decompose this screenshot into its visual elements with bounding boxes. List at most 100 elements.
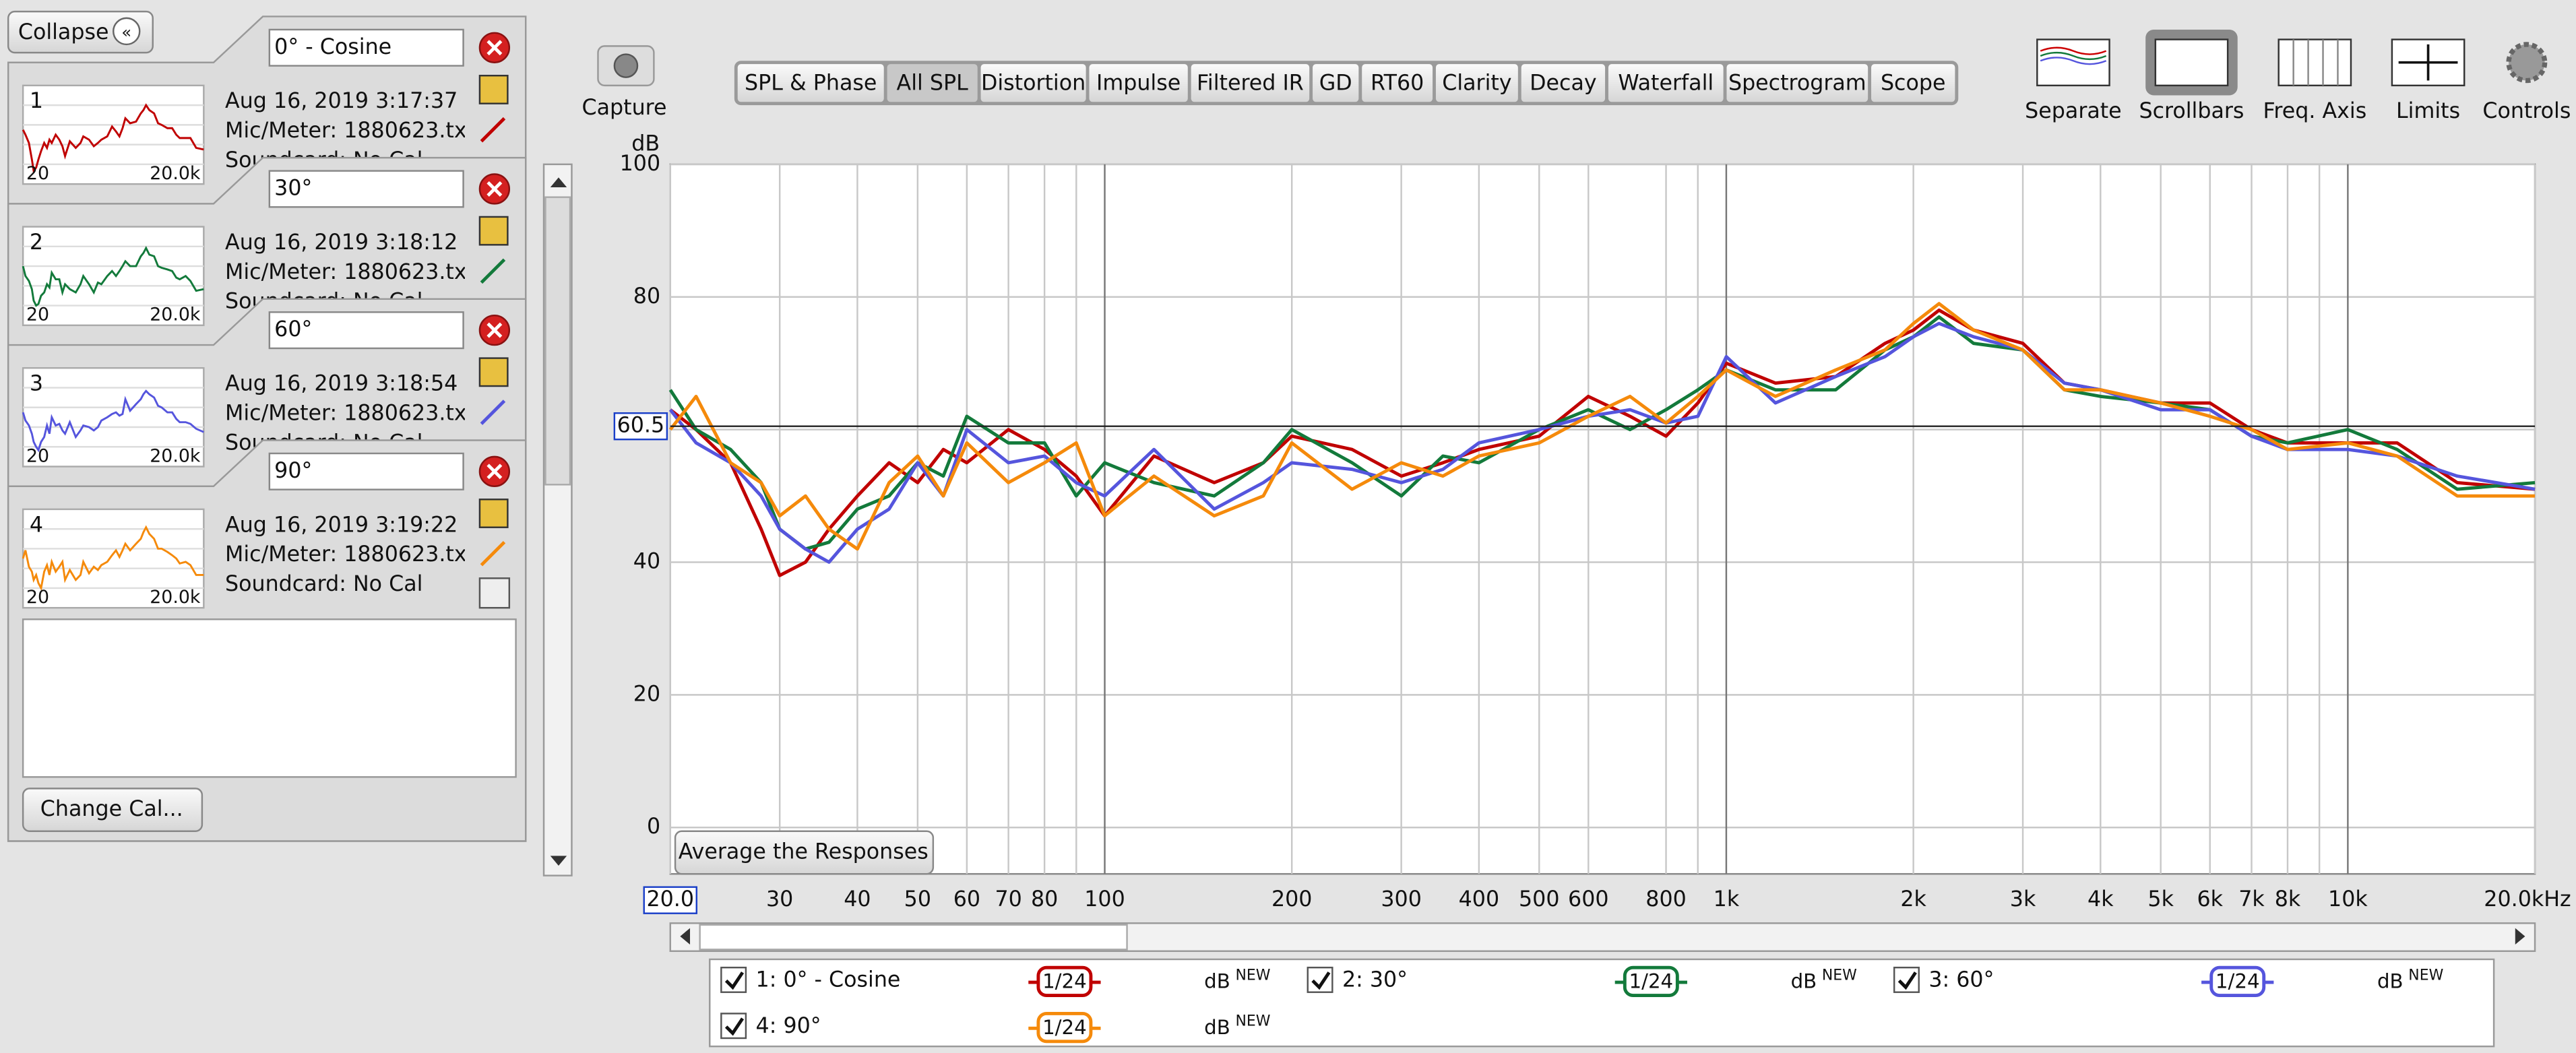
measurement-date: Aug 16, 2019 3:19:22 PM bbox=[225, 513, 496, 537]
button-label: Freq. Axis bbox=[2263, 99, 2366, 123]
legend-check bbox=[724, 1017, 745, 1036]
button-icon[interactable] bbox=[2036, 38, 2110, 87]
change-cal-button[interactable] bbox=[22, 788, 203, 832]
scroll-up bbox=[550, 177, 567, 188]
edit-icon[interactable] bbox=[478, 499, 509, 528]
legend-smoothing-box[interactable] bbox=[1036, 965, 1093, 998]
panel-scroll-thumb[interactable] bbox=[544, 196, 571, 486]
measurement-mic: Mic/Meter: 1880623.txt bbox=[225, 260, 475, 284]
y-tick-label: 0 bbox=[647, 815, 660, 839]
scroll-down bbox=[550, 856, 567, 866]
y-tick-label: 100 bbox=[620, 152, 660, 176]
tab[interactable] bbox=[1191, 64, 1310, 102]
tab[interactable] bbox=[980, 64, 1086, 102]
average-button[interactable] bbox=[674, 830, 935, 875]
name-field[interactable] bbox=[268, 452, 464, 490]
measurement-soundcard: Soundcard: No Cal bbox=[225, 572, 422, 596]
x-tick-label: 80 bbox=[1031, 887, 1058, 912]
x-tick-label: 800 bbox=[1645, 887, 1686, 912]
remove-x bbox=[486, 181, 503, 197]
legend-unit: dB bbox=[1204, 1016, 1230, 1039]
legend-smoothing: 1/24 bbox=[1042, 1016, 1087, 1039]
tab[interactable] bbox=[737, 64, 884, 102]
thumb-max: 20.0k bbox=[150, 305, 201, 325]
info-icon[interactable] bbox=[478, 577, 511, 609]
tab-label: RT60 bbox=[1371, 71, 1424, 95]
legend-badge: NEW bbox=[1235, 967, 1270, 984]
tab[interactable] bbox=[1726, 64, 1868, 102]
x-tick-label: 100 bbox=[1084, 887, 1125, 912]
legend-unit: dB bbox=[2377, 970, 2404, 993]
response-line bbox=[668, 321, 2536, 564]
legend-name: 2: 30° bbox=[1342, 968, 1408, 992]
plot-area bbox=[669, 163, 2536, 875]
capture-label: Capture bbox=[582, 96, 666, 120]
measurement-date: Aug 16, 2019 3:18:54 PM bbox=[225, 372, 496, 396]
icon-wave bbox=[2040, 46, 2107, 55]
measurement-date: Aug 16, 2019 3:18:12 PM bbox=[225, 230, 496, 255]
thumb-line bbox=[22, 525, 204, 592]
name-field[interactable] bbox=[268, 311, 464, 350]
x-tick-label: 4k bbox=[2087, 887, 2114, 912]
collapse-label: Collapse bbox=[18, 20, 109, 44]
thumbnail bbox=[22, 84, 205, 185]
measurement-name: 30° bbox=[274, 176, 312, 200]
tab[interactable] bbox=[1362, 64, 1433, 102]
thumb-line bbox=[22, 389, 204, 453]
legend-smoothing-box[interactable] bbox=[1036, 1011, 1093, 1044]
name-field[interactable] bbox=[268, 28, 464, 67]
collapse-icon bbox=[113, 17, 141, 46]
tab-label: Clarity bbox=[1442, 71, 1511, 95]
tab[interactable] bbox=[1871, 64, 1955, 102]
legend-smoothing: 1/24 bbox=[1629, 970, 1673, 993]
legend-check bbox=[1311, 971, 1331, 990]
legend-name: 3: 60° bbox=[1928, 968, 1994, 992]
legend-smoothing-box[interactable] bbox=[1623, 965, 1679, 998]
button-label: Scrollbars bbox=[2139, 99, 2244, 123]
legend-box bbox=[709, 958, 2495, 1048]
thumb-min: 20 bbox=[26, 445, 49, 466]
tab[interactable] bbox=[1435, 64, 1518, 102]
button-label: Controls bbox=[2482, 99, 2571, 123]
x-tick-label: 3k bbox=[2010, 887, 2036, 912]
y-cursor-label: 60.5 bbox=[617, 414, 665, 438]
x-tick-label: 70 bbox=[995, 887, 1022, 912]
h-scroll-thumb[interactable] bbox=[699, 924, 1128, 951]
button-icon[interactable] bbox=[2154, 38, 2229, 87]
x-tick-label: 20.0 bbox=[646, 887, 694, 912]
measurement-index: 2 bbox=[30, 230, 43, 255]
x-tick-label: 10k bbox=[2328, 887, 2368, 912]
x-tick-label: 5k bbox=[2147, 887, 2174, 912]
measurement-index: 1 bbox=[30, 89, 43, 113]
legend-check bbox=[724, 971, 745, 990]
notes-box[interactable] bbox=[22, 618, 517, 778]
x-tick-label: 8k bbox=[2275, 887, 2301, 912]
tab[interactable] bbox=[1313, 64, 1359, 102]
tab-label: SPL & Phase bbox=[745, 71, 877, 95]
remove-x bbox=[486, 322, 503, 338]
tab[interactable] bbox=[1089, 64, 1188, 102]
y-axis-label: dB bbox=[631, 132, 660, 156]
button-icon[interactable] bbox=[2506, 42, 2548, 84]
tab[interactable] bbox=[1521, 64, 1606, 102]
response-line bbox=[668, 302, 2536, 551]
x-tick-label: 6k bbox=[2197, 887, 2223, 912]
x-tick-label: 1k bbox=[1714, 887, 1740, 912]
name-field[interactable] bbox=[268, 170, 464, 208]
tab[interactable] bbox=[1608, 64, 1724, 102]
toolbar: Capture SPL & Phase All SPL Distortion Impul… bbox=[582, 29, 2571, 123]
x-tick-label: 40 bbox=[844, 887, 871, 912]
edit-icon[interactable] bbox=[478, 216, 509, 246]
edit-icon[interactable] bbox=[478, 357, 509, 387]
tab[interactable] bbox=[887, 64, 978, 102]
x-tick-label: 500 bbox=[1519, 887, 1559, 912]
legend-name: 1: 0° - Cosine bbox=[756, 968, 901, 992]
tab-label: Spectrogram bbox=[1728, 71, 1866, 95]
button-icon[interactable] bbox=[2277, 38, 2352, 87]
chart: dB02040608010020.03040506070801002003004… bbox=[613, 132, 2571, 1048]
legend-smoothing-box[interactable] bbox=[2209, 965, 2266, 998]
remove-x bbox=[486, 40, 503, 56]
thumb-min: 20 bbox=[26, 163, 49, 184]
scroll-left bbox=[680, 928, 691, 945]
edit-icon[interactable] bbox=[478, 75, 509, 104]
